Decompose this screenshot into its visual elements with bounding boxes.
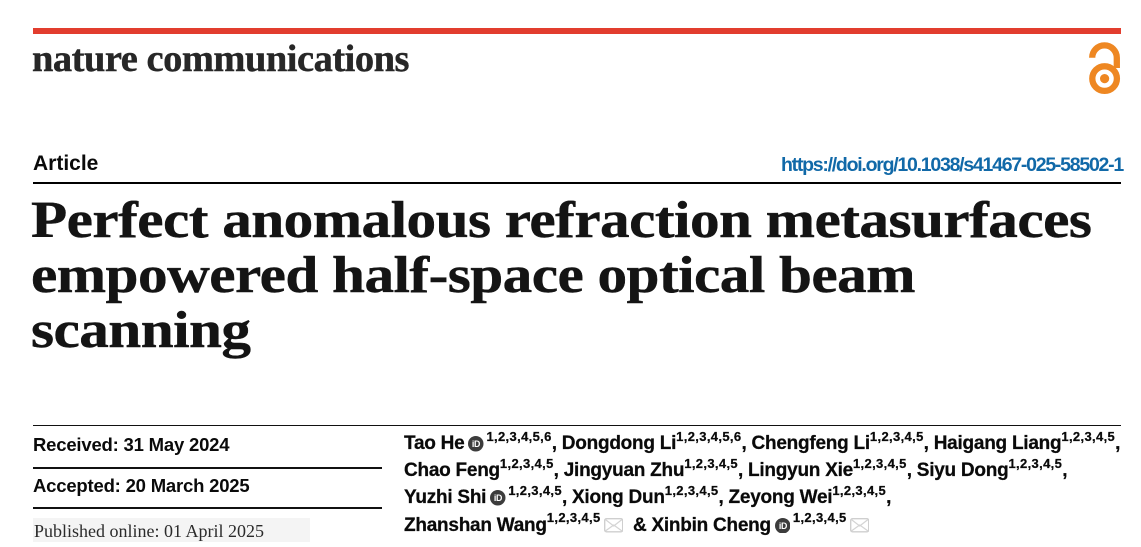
svg-text:iD: iD (779, 521, 787, 531)
svg-text:iD: iD (494, 493, 502, 503)
svg-text:iD: iD (472, 439, 480, 449)
